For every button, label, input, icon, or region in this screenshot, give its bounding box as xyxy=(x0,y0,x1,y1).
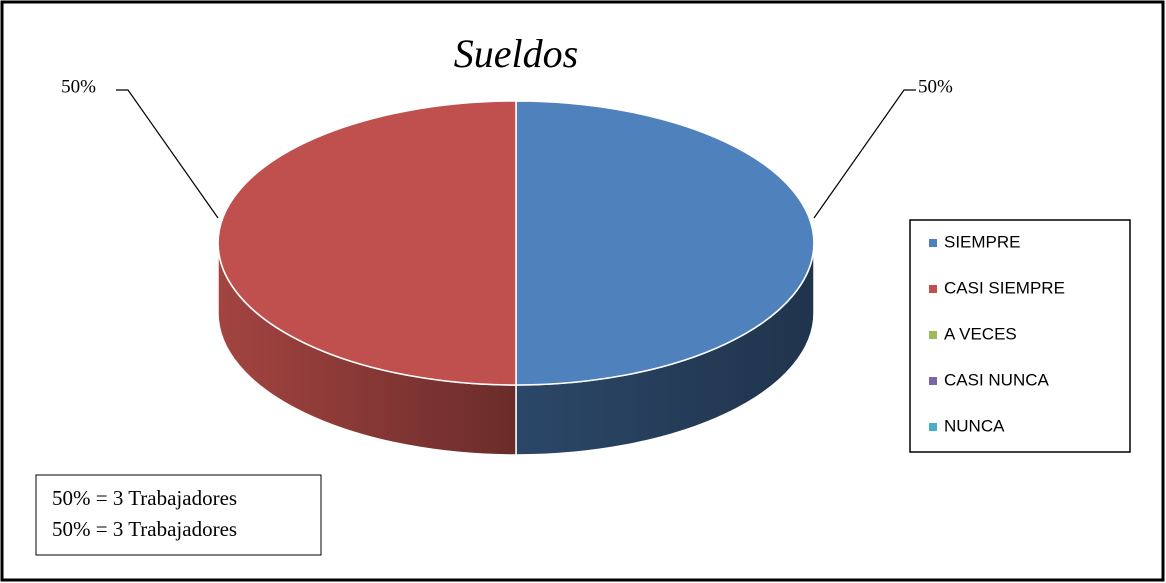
legend-marker xyxy=(929,423,937,431)
annotation: 50% = 3 Trabajadores xyxy=(52,517,237,541)
annotation-box xyxy=(35,474,322,556)
value-label: 50% xyxy=(918,76,953,97)
legend-label: CASI NUNCA xyxy=(944,370,1050,389)
legend-box xyxy=(909,219,1131,453)
annotation: 50% = 3 Trabajadores xyxy=(52,486,237,510)
legend-label: CASI SIEMPRE xyxy=(944,278,1065,297)
legend-marker xyxy=(929,285,937,293)
value-label: 50% xyxy=(61,76,96,97)
chart-title: Sueldos xyxy=(454,31,578,76)
legend-marker xyxy=(929,377,937,385)
legend-marker xyxy=(929,239,937,247)
legend-marker xyxy=(929,331,937,339)
leader-line xyxy=(116,89,219,219)
legend-label: A VECES xyxy=(944,324,1017,343)
slice xyxy=(515,100,815,386)
legend-label: NUNCA xyxy=(944,416,1005,435)
leader-line xyxy=(813,89,916,219)
legend-label: SIEMPRE xyxy=(944,232,1021,251)
slice xyxy=(217,100,517,386)
